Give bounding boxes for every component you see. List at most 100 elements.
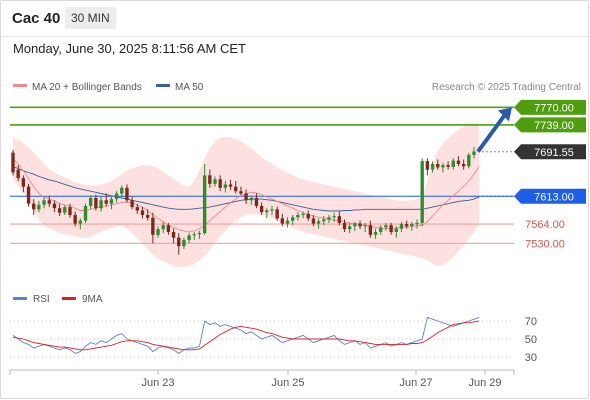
level-label: 7770.00 (534, 102, 574, 114)
candle-body (280, 218, 285, 224)
candle-body (63, 207, 67, 213)
datetime-label: Monday, June 30, 2025 8:11:56 AM CET (13, 41, 246, 56)
candle-body (430, 164, 435, 170)
rsi-tick-label: 50 (525, 334, 537, 346)
candle-body (145, 215, 150, 218)
candle-body (358, 223, 362, 227)
candle-body (130, 200, 134, 208)
candle-body (301, 213, 305, 215)
candle-body (52, 203, 57, 209)
level-label: 7739.00 (534, 120, 574, 132)
candle-body (135, 207, 139, 211)
candle-body (202, 175, 207, 234)
candle-body (410, 224, 414, 227)
candle-body (89, 198, 93, 206)
rsi-ma9-line (12, 320, 480, 351)
candle-body (32, 203, 36, 210)
candle-body (192, 234, 196, 236)
ma50-legend-swatch (156, 84, 170, 87)
candle-body (99, 200, 103, 209)
candle-body (373, 232, 378, 235)
candle-body (182, 239, 186, 247)
candle-body (156, 229, 160, 235)
candle-body (404, 224, 409, 227)
candle-body (368, 225, 373, 235)
ma20-legend-label: MA 20 + Bollinger Bands (32, 82, 142, 93)
timeframe-button[interactable]: 30 MIN (65, 7, 116, 29)
candle-body (327, 217, 331, 220)
ma9-legend-swatch (62, 297, 76, 300)
candle-body (472, 151, 476, 155)
candle-body (467, 154, 471, 167)
candle-body (353, 223, 357, 227)
candle-body (337, 216, 342, 223)
candle-body (11, 152, 15, 173)
candle-body (37, 204, 41, 210)
candle-body (166, 225, 171, 232)
rsi-line (12, 316, 480, 354)
candle-body (389, 225, 393, 232)
candle-body (140, 210, 145, 215)
candle-body (342, 222, 347, 230)
candle-body (425, 161, 430, 170)
candle-body (265, 210, 269, 213)
rsi-tick-label: 30 (525, 352, 537, 364)
candle-body (125, 187, 129, 201)
candle-body (461, 164, 466, 167)
x-tick-label: Jun 25 (271, 377, 304, 389)
level-label: 7691.55 (534, 147, 574, 159)
candle-body (275, 209, 279, 219)
candle-body (296, 215, 300, 218)
candle-body (332, 216, 336, 218)
rsi-legend-swatch (13, 297, 27, 300)
x-tick-label: Jun 27 (399, 377, 432, 389)
candle-body (42, 200, 46, 205)
level-label-tag (514, 117, 586, 133)
candle-body (420, 161, 424, 223)
candle-body (223, 184, 228, 188)
candle-body (436, 164, 440, 168)
candle-body (311, 218, 316, 224)
level-label: 7613.00 (534, 191, 574, 203)
candle-body (68, 207, 72, 215)
candle-body (291, 217, 295, 221)
level-label-tag (514, 144, 586, 160)
candle-body (187, 235, 191, 240)
candle-body (16, 169, 20, 179)
candle-body (120, 187, 124, 194)
candle-body (270, 209, 274, 211)
forecast-arrow-shaft (476, 112, 508, 153)
candle-body (94, 198, 98, 209)
forecast-arrow-head (498, 107, 512, 122)
candle-body (151, 217, 155, 235)
candle-body (456, 160, 461, 164)
candle-body (78, 220, 83, 224)
candle-body (259, 205, 264, 213)
candle-body (213, 179, 217, 184)
candle-body (394, 228, 398, 232)
candle-body (384, 225, 388, 228)
candle-body (177, 237, 181, 247)
candle-body (379, 227, 383, 232)
x-tick-label: Jun 29 (468, 377, 501, 389)
candle-body (218, 179, 222, 188)
candle-body (109, 199, 114, 204)
level-label-tag (514, 188, 586, 204)
symbol-title: Cac 40 (12, 10, 61, 27)
candle-body (446, 165, 450, 167)
candle-body (399, 224, 404, 229)
candle-body (21, 178, 26, 187)
candle-body (348, 226, 352, 230)
candle-body (197, 233, 202, 235)
candle-body (285, 220, 290, 224)
candle-body (171, 232, 176, 238)
ma50-legend-label: MA 50 (175, 82, 204, 93)
level-label: 7564.00 (525, 219, 565, 231)
candle-body (57, 208, 62, 213)
candle-body (47, 200, 51, 204)
candle-body (234, 186, 238, 192)
ma20-legend-swatch (13, 84, 27, 87)
candle-body (83, 205, 88, 221)
